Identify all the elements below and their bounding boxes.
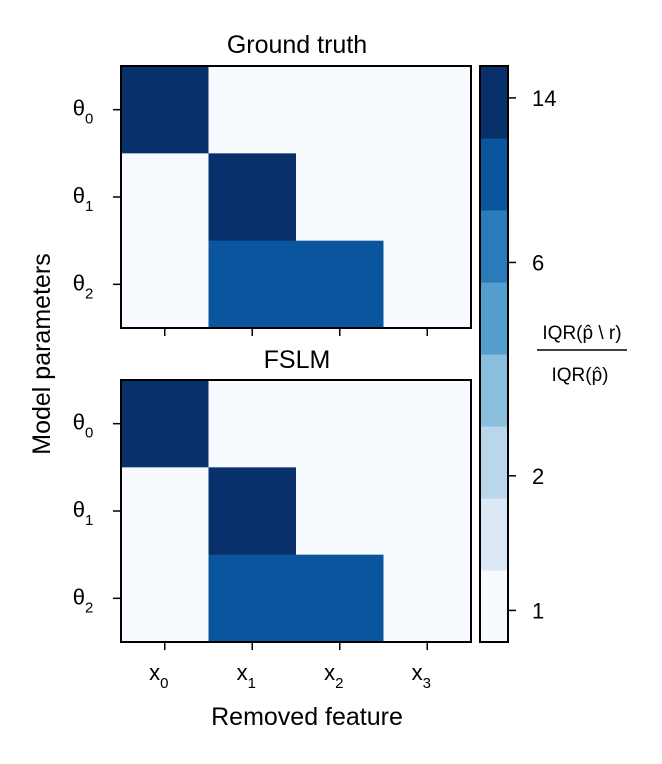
colorbar-label-denominator: IQR(p̂) bbox=[552, 365, 609, 386]
heatmap-fslm: FSLM θ0 θ1 θ2 x0 x1 x2 x3 bbox=[73, 346, 472, 692]
heatmap-cell bbox=[383, 240, 472, 329]
y-tick-labels: θ0 θ1 θ2 bbox=[73, 96, 428, 336]
colorbar-tick-label: 1 bbox=[532, 598, 544, 623]
colorbar-band bbox=[480, 426, 508, 499]
heatmap-cell bbox=[296, 380, 384, 468]
colorbar-band bbox=[480, 210, 508, 283]
heatmap-cells bbox=[121, 66, 472, 329]
heatmap-cell bbox=[208, 380, 297, 468]
x-tick-label: x1 bbox=[237, 660, 256, 692]
heatmap-cell bbox=[296, 467, 384, 556]
heatmap-cell bbox=[121, 380, 209, 468]
heatmap-cell bbox=[208, 240, 297, 329]
x-tick-label: x0 bbox=[149, 660, 168, 692]
colorbar-band bbox=[480, 354, 508, 427]
colorbar-tick-label: 6 bbox=[532, 250, 544, 275]
heatmap-cells bbox=[121, 380, 472, 643]
y-tick-label: θ1 bbox=[73, 183, 94, 215]
heatmap-cell bbox=[296, 66, 384, 154]
y-tick-label: θ0 bbox=[73, 410, 94, 442]
heatmap-cell bbox=[383, 66, 472, 154]
heatmap-cell bbox=[296, 153, 384, 242]
heatmap-cell bbox=[208, 467, 297, 556]
y-tick-label: θ1 bbox=[73, 497, 94, 529]
heatmap-cell bbox=[208, 554, 297, 643]
y-tick-label: θ2 bbox=[73, 584, 94, 616]
heatmap-cell bbox=[121, 554, 209, 643]
heatmap-cell bbox=[121, 467, 209, 556]
colorbar-band bbox=[480, 282, 508, 355]
colorbar-frame bbox=[479, 65, 509, 643]
colorbar-label-numerator: IQR(p̂ \ r) bbox=[542, 323, 621, 344]
colorbar-bands bbox=[480, 66, 508, 643]
x-tick-label: x2 bbox=[324, 660, 343, 692]
colorbar-band bbox=[480, 138, 508, 211]
x-axis-label: Removed feature bbox=[211, 703, 403, 731]
y-axis-label: Model parameters bbox=[28, 253, 56, 454]
x-tick-label: x3 bbox=[412, 660, 431, 692]
heatmap-cell bbox=[383, 554, 472, 643]
colorbar-band bbox=[480, 570, 508, 643]
heatmap-cell bbox=[383, 380, 472, 468]
colorbar-band bbox=[480, 498, 508, 571]
heatmap-ground-truth: Ground truth θ0 θ1 θ2 bbox=[73, 31, 472, 336]
panel-title-ground-truth: Ground truth bbox=[227, 31, 367, 59]
y-tick-label: θ0 bbox=[73, 96, 94, 128]
colorbar-ticks: 1 2 6 14 bbox=[508, 86, 556, 623]
heatmap-cell bbox=[121, 240, 209, 329]
colorbar-band bbox=[480, 66, 508, 139]
heatmap-cell bbox=[296, 554, 384, 643]
heatmap-cell bbox=[296, 240, 384, 329]
x-tick-labels: x0 x1 x2 x3 bbox=[149, 642, 431, 692]
heatmap-cell bbox=[121, 153, 209, 242]
y-tick-label: θ2 bbox=[73, 270, 94, 302]
colorbar-tick-label: 14 bbox=[532, 86, 556, 111]
panel-title-fslm: FSLM bbox=[264, 346, 331, 374]
heatmap-cell bbox=[208, 153, 297, 242]
colorbar: 1 2 6 14 IQR(p̂ \ r) IQR(p̂) bbox=[479, 65, 627, 643]
colorbar-tick-label: 2 bbox=[532, 464, 544, 489]
heatmap-cell bbox=[121, 66, 209, 154]
heatmap-cell bbox=[208, 66, 297, 154]
heatmap-cell bbox=[383, 467, 472, 556]
heatmap-cell bbox=[383, 153, 472, 242]
y-tick-labels: θ0 θ1 θ2 bbox=[73, 410, 121, 616]
colorbar-label: IQR(p̂ \ r) IQR(p̂) bbox=[537, 323, 627, 386]
